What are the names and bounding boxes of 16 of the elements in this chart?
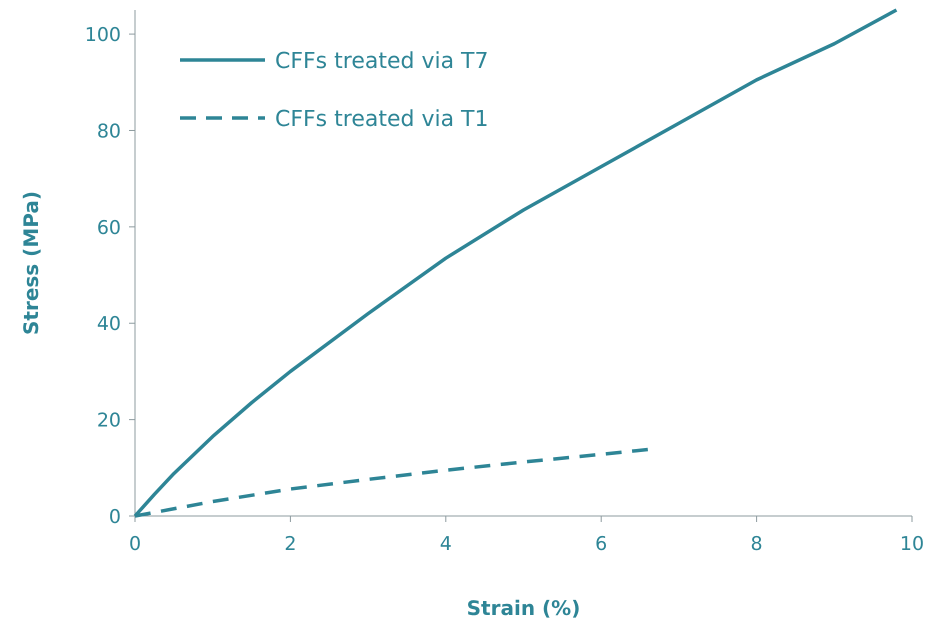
x-tick-label: 6 (595, 533, 608, 555)
x-tick-label: 8 (750, 533, 763, 555)
legend-label: CFFs treated via T7 (275, 49, 488, 74)
y-axis-title: Stress (MPa) (19, 191, 43, 335)
y-tick-label: 100 (84, 24, 121, 46)
y-tick-label: 0 (108, 506, 121, 528)
legend-label: CFFs treated via T1 (275, 107, 488, 132)
x-tick-label: 10 (900, 533, 924, 555)
x-tick-label: 4 (440, 533, 452, 555)
y-tick-label: 80 (96, 120, 121, 142)
x-axis-title: Strain (%) (466, 596, 580, 620)
y-tick-label: 40 (96, 313, 121, 336)
x-tick-label: 2 (284, 533, 296, 555)
y-tick-label: 20 (96, 410, 121, 432)
y-tick-label: 60 (96, 216, 121, 239)
x-tick-label: 0 (128, 533, 142, 555)
